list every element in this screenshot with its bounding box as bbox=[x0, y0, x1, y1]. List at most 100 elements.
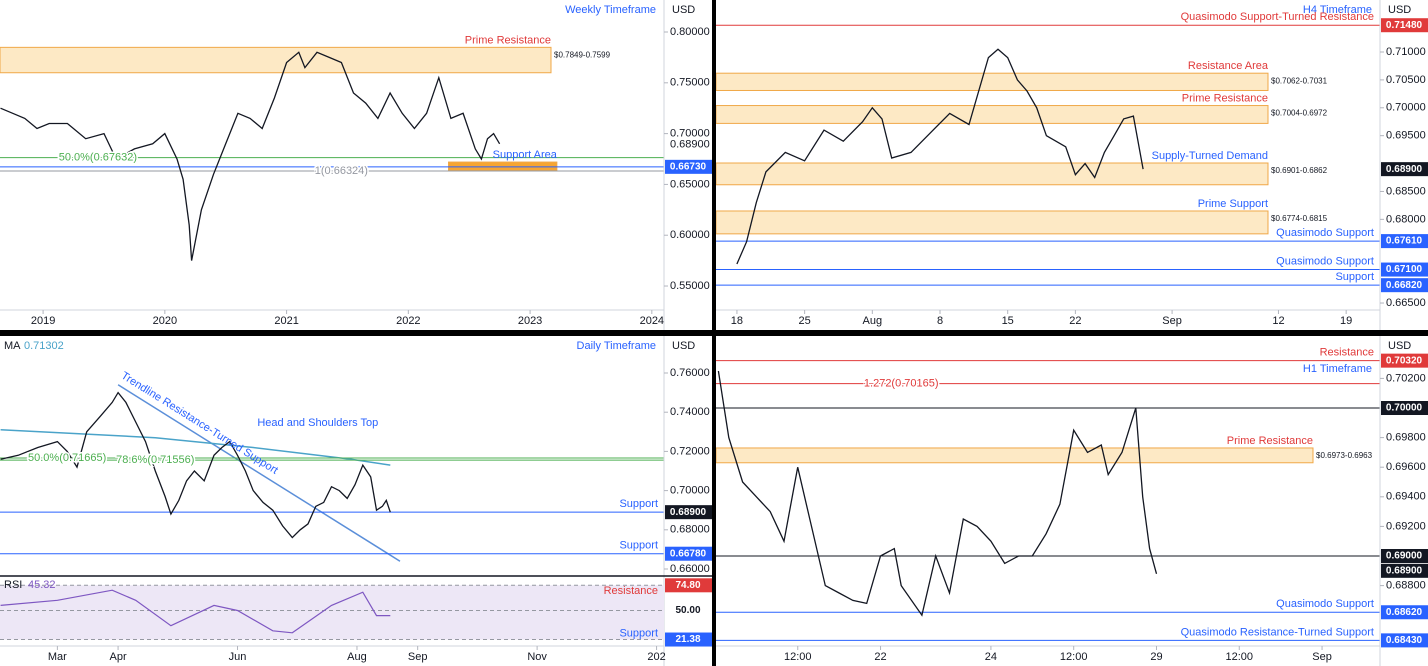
x-tick-label: Aug bbox=[347, 651, 367, 663]
y-tick-label: 0.76000 bbox=[670, 367, 710, 379]
y-tick-label: 0.75000 bbox=[670, 77, 710, 89]
price-label: 0.68430 bbox=[1386, 635, 1423, 646]
x-tick-label: 8 bbox=[937, 315, 943, 327]
price-label-box bbox=[1381, 549, 1428, 564]
x-tick-label: Apr bbox=[110, 651, 127, 663]
rsi-level-name: Resistance bbox=[604, 585, 658, 597]
x-tick-label: 15 bbox=[1002, 315, 1014, 327]
rsi-level-name: Support bbox=[619, 627, 658, 639]
zone-name: Prime Resistance bbox=[1227, 435, 1313, 447]
price-label: 0.66820 bbox=[1386, 280, 1423, 291]
currency-label: USD bbox=[1388, 340, 1411, 352]
price-label-box bbox=[1381, 262, 1428, 277]
y-tick-label: 0.80000 bbox=[670, 26, 710, 38]
level-name: 50.0%(0.67632) bbox=[59, 152, 137, 164]
zone bbox=[716, 447, 1314, 464]
last-price: 0.68900 bbox=[1386, 164, 1423, 175]
price-line bbox=[717, 370, 1158, 617]
x-tick-label: Mar bbox=[48, 651, 67, 663]
price-label: 0.69000 bbox=[1386, 551, 1423, 562]
rsi-label: 50.00 bbox=[675, 605, 700, 616]
zone-name: Supply-Turned Demand bbox=[1152, 150, 1268, 162]
price-label-box bbox=[1381, 353, 1428, 368]
x-tick-label: 18 bbox=[731, 315, 743, 327]
price-label-box bbox=[1381, 401, 1428, 416]
zone-name: Prime Resistance bbox=[465, 34, 551, 46]
x-tick-label: 12 bbox=[1272, 315, 1284, 327]
x-tick-label: 29 bbox=[1150, 651, 1162, 663]
y-tick-label: 0.66500 bbox=[1386, 297, 1426, 309]
moving-average bbox=[0, 429, 391, 466]
rsi-label-box bbox=[665, 632, 712, 647]
price-label-box bbox=[1381, 234, 1428, 249]
zone-name: Resistance Area bbox=[1188, 60, 1269, 72]
x-tick-label: 2021 bbox=[274, 315, 298, 327]
price-line bbox=[0, 391, 391, 539]
zone-name: Support Area bbox=[493, 149, 558, 161]
level-name: Support bbox=[619, 540, 658, 552]
last-price-box bbox=[1381, 162, 1428, 177]
x-tick-label: 12:00 bbox=[1060, 651, 1088, 663]
level-name: Quasimodo Support-Turned Resistance bbox=[1181, 11, 1374, 23]
price-label: 0.67610 bbox=[1386, 236, 1423, 247]
zone-range-label: $0.6774-0.6815 bbox=[1271, 214, 1328, 223]
x-tick-label: Jun bbox=[229, 651, 247, 663]
y-tick-label: 0.68000 bbox=[670, 524, 710, 536]
y-tick-label: 0.72000 bbox=[670, 445, 710, 457]
price-label: 0.70320 bbox=[1386, 355, 1423, 366]
zone-range-label: $0.7004-0.6972 bbox=[1271, 109, 1328, 118]
x-tick-label: Sep bbox=[1162, 315, 1182, 327]
y-tick-label: 0.71000 bbox=[1386, 46, 1426, 58]
price-label-box bbox=[1381, 605, 1428, 620]
panel: USD Daily Timeframe 0.76000 0.74000 0.72000 0… bbox=[0, 336, 712, 666]
zone bbox=[716, 72, 1269, 91]
y-tick-label: 0.70000 bbox=[1386, 102, 1426, 114]
last-price: 0.68900 bbox=[670, 139, 710, 151]
panel-background bbox=[716, 336, 1428, 666]
panel-title: Daily Timeframe bbox=[577, 340, 656, 352]
level-name: 1(0.66324) bbox=[315, 165, 368, 177]
zone bbox=[0, 46, 552, 74]
rsi-label: 21.38 bbox=[675, 634, 700, 645]
price-label: 0.67100 bbox=[1386, 264, 1423, 275]
level-name: Support bbox=[619, 498, 658, 510]
rsi-value: 45.32 bbox=[28, 579, 56, 591]
x-tick-label: 22 bbox=[1069, 315, 1081, 327]
x-tick-label: 25 bbox=[799, 315, 811, 327]
x-tick-label: Nov bbox=[527, 651, 547, 663]
price-line bbox=[0, 51, 501, 261]
price-label-box bbox=[1381, 18, 1428, 33]
price-line bbox=[736, 48, 1144, 265]
currency-label: USD bbox=[672, 340, 695, 352]
panel: USD H1 Timeframe 0.70200 0.69800 0.69600 0.69… bbox=[716, 336, 1428, 666]
plot bbox=[716, 24, 1380, 286]
price-label: 0.66780 bbox=[670, 548, 707, 559]
y-tick-label: 0.69400 bbox=[1386, 491, 1426, 503]
y-tick-label: 0.74000 bbox=[670, 406, 710, 418]
plot bbox=[716, 360, 1380, 641]
y-tick-label: 0.68500 bbox=[1386, 185, 1426, 197]
zone bbox=[448, 161, 558, 171]
annotation: Head and Shoulders Top bbox=[257, 417, 378, 429]
level-name: 1.272(0.70165) bbox=[864, 377, 939, 389]
price-label: 0.66730 bbox=[670, 161, 707, 172]
level-name: Quasimodo Support bbox=[1276, 598, 1374, 610]
y-tick-label: 0.69800 bbox=[1386, 432, 1426, 444]
x-tick-label: Sep bbox=[408, 651, 428, 663]
ma-value: 0.71302 bbox=[24, 340, 64, 352]
level-name: Quasimodo Support bbox=[1276, 227, 1374, 239]
panel: USD Weekly Timeframe 0.80000 0.75000 0.70000… bbox=[0, 0, 712, 330]
zone-name: Prime Resistance bbox=[1182, 92, 1268, 104]
x-tick-label: 19 bbox=[1340, 315, 1352, 327]
last-price: 0.68900 bbox=[670, 507, 707, 518]
last-price: 0.68900 bbox=[1386, 565, 1423, 576]
y-tick-label: 0.70200 bbox=[1386, 372, 1426, 384]
zone-range-label: $0.7062-0.7031 bbox=[1271, 76, 1328, 85]
last-price-box bbox=[665, 505, 712, 520]
level-name: Quasimodo Support bbox=[1276, 255, 1374, 267]
rsi-line bbox=[0, 589, 391, 634]
x-tick-label: 2020 bbox=[153, 315, 177, 327]
y-tick-label: 0.69500 bbox=[1386, 130, 1426, 142]
